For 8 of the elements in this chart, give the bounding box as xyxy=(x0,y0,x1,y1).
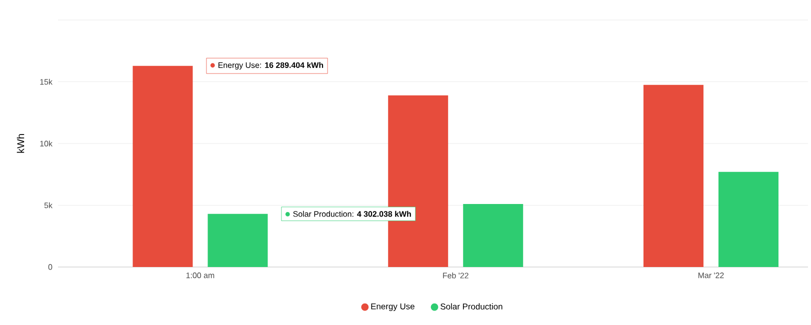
bar xyxy=(132,66,193,267)
bar xyxy=(463,204,524,267)
bar xyxy=(718,172,778,267)
bar xyxy=(643,84,704,267)
legend-label: Solar Production xyxy=(440,303,502,310)
legend-label: Energy Use xyxy=(371,303,414,312)
y-axis-title: kWh xyxy=(16,134,24,153)
bar xyxy=(208,214,268,267)
